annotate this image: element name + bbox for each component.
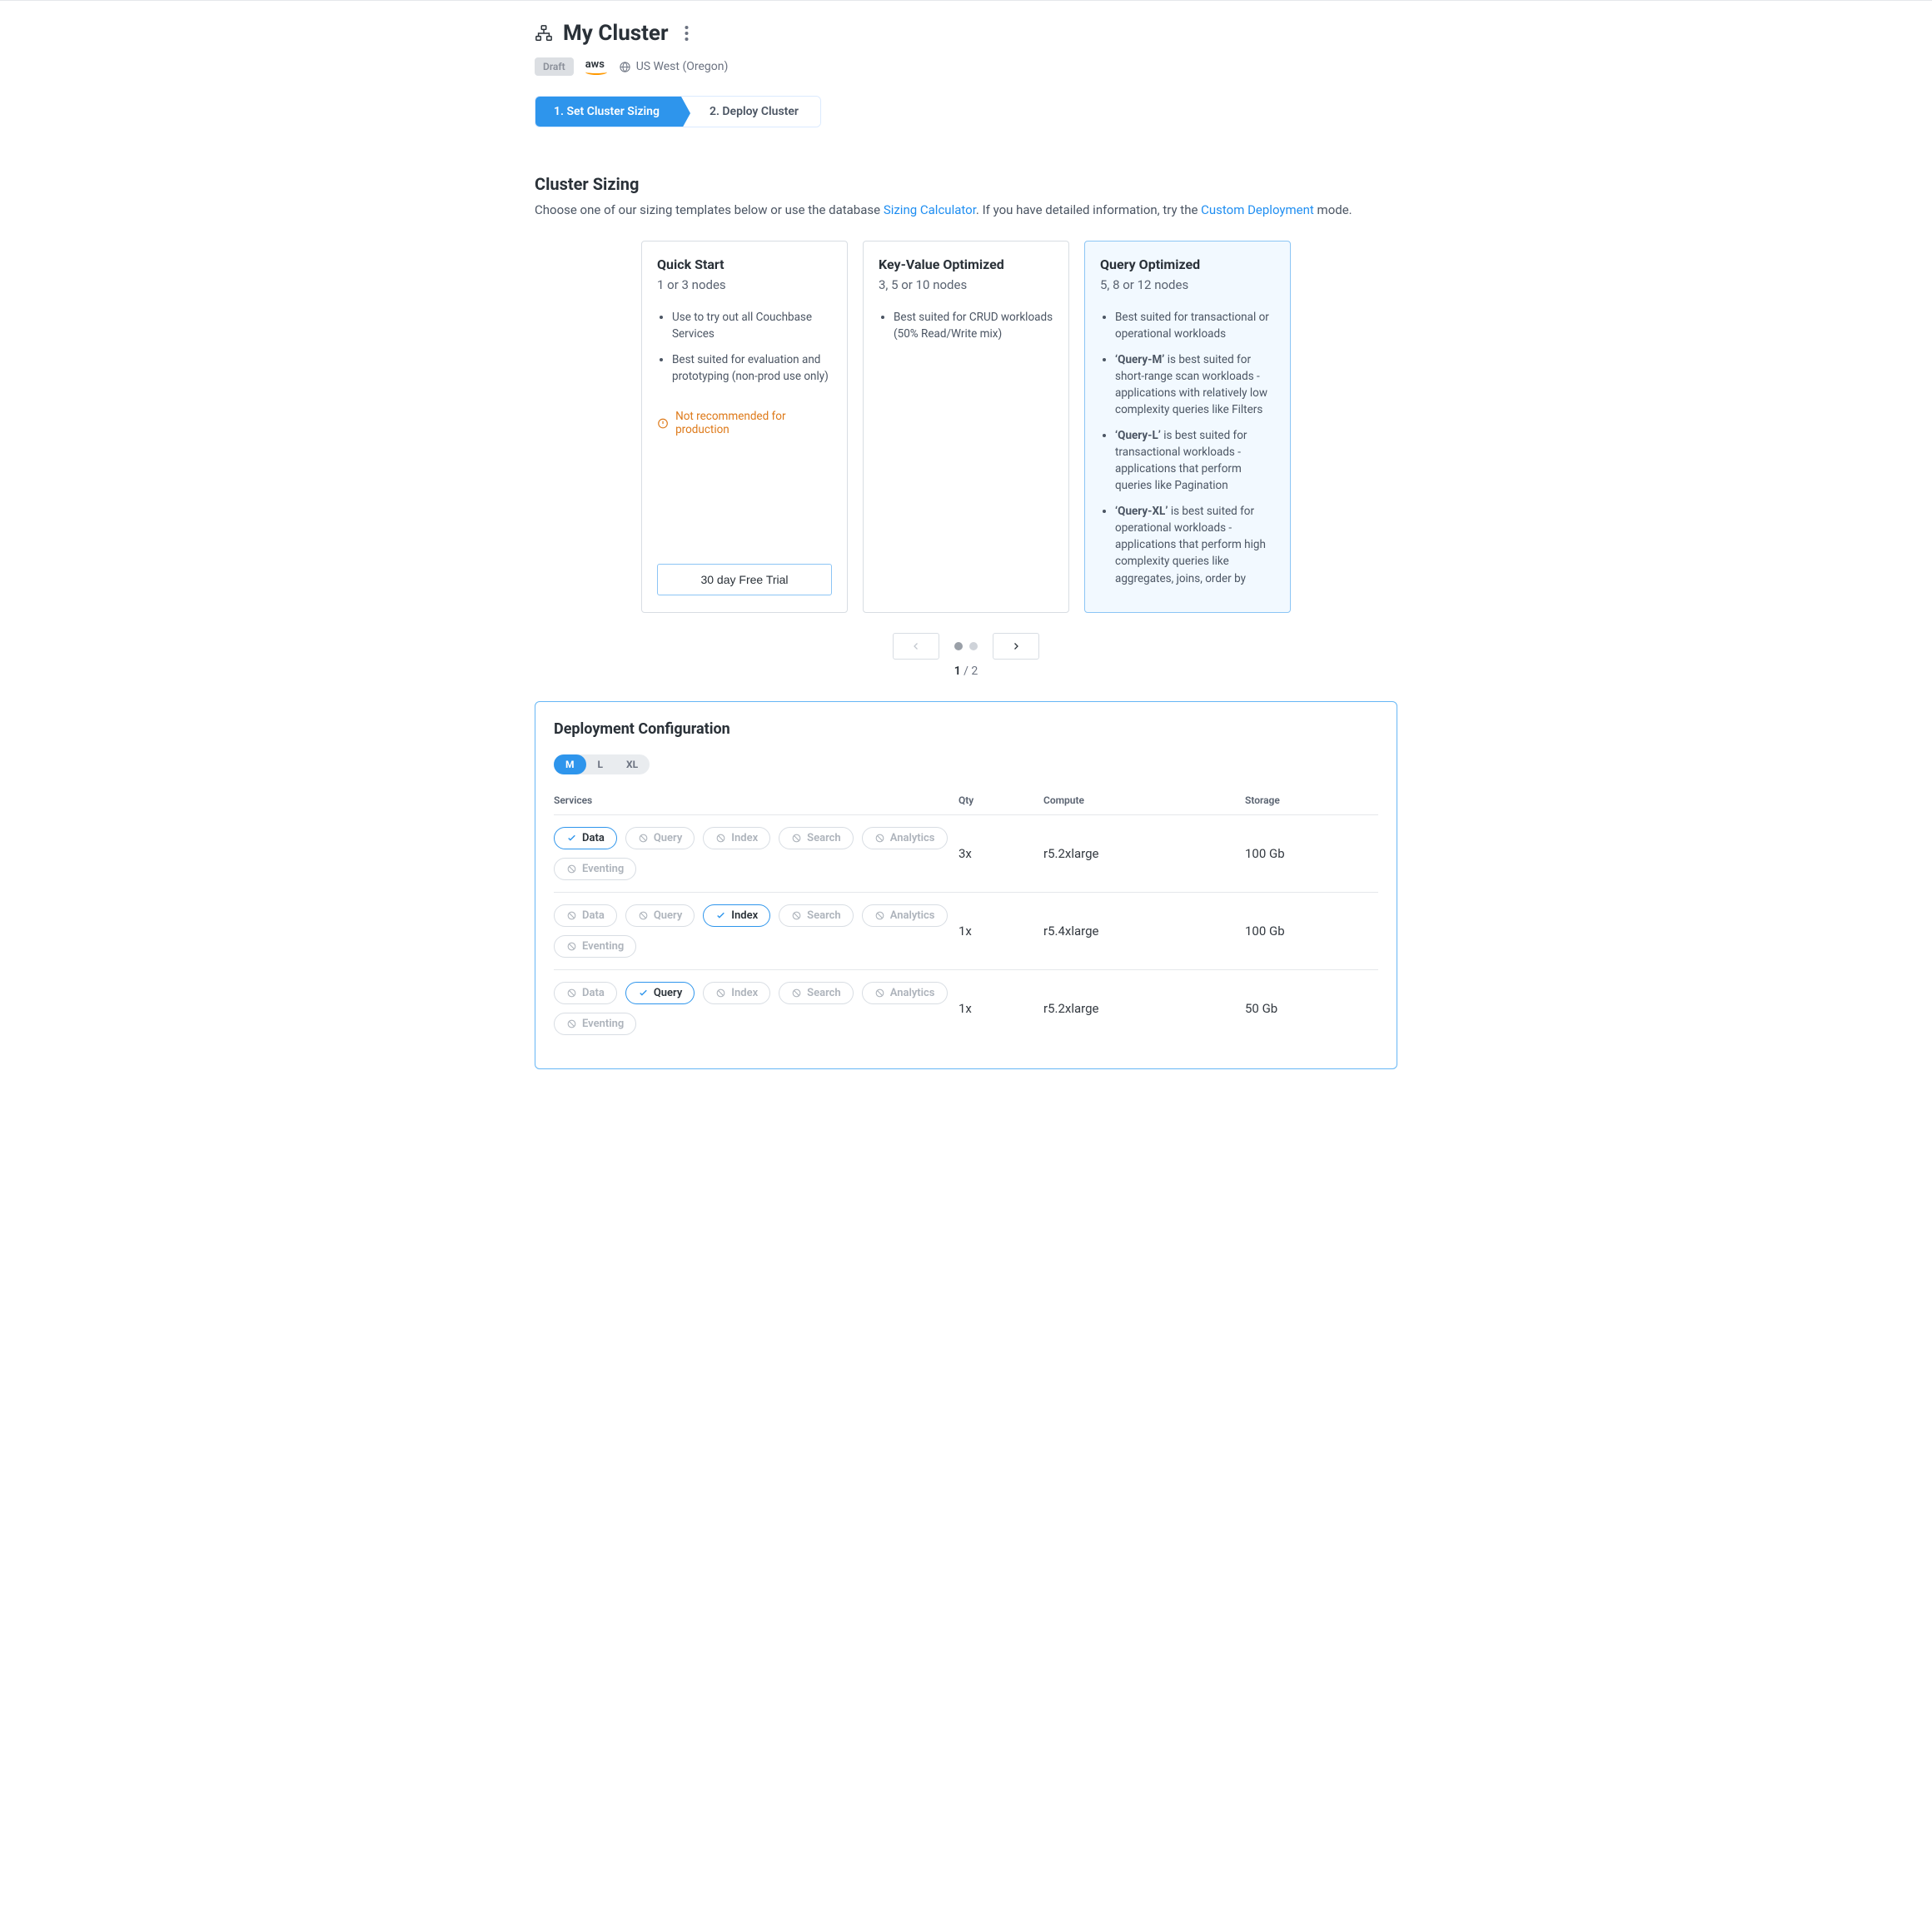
chip-index[interactable]: Index — [703, 904, 770, 927]
cell-qty: 1x — [959, 1001, 1033, 1016]
card-nodes: 1 or 3 nodes — [657, 277, 832, 292]
sizing-title: Cluster Sizing — [535, 174, 1397, 194]
card-key-value[interactable]: Key-Value Optimized 3, 5 or 10 nodes Bes… — [863, 241, 1069, 613]
chip-index[interactable]: Index — [703, 982, 770, 1004]
chip-index[interactable]: Index — [703, 827, 770, 849]
provider-logo: aws — [585, 59, 607, 75]
card-bullet: ‘Query-L’ is best suited for transaction… — [1115, 427, 1275, 495]
card-title: Key-Value Optimized — [879, 256, 1053, 272]
warning-icon — [657, 417, 669, 430]
pager-prev-button[interactable] — [893, 633, 939, 660]
chip-data[interactable]: Data — [554, 827, 617, 849]
cell-storage: 100 Gb — [1245, 846, 1378, 861]
chip-search[interactable]: Search — [779, 982, 854, 1004]
card-bullet: Best suited for CRUD workloads (50% Read… — [894, 309, 1053, 343]
stepper: 1. Set Cluster Sizing 2. Deploy Cluster — [535, 96, 821, 127]
table-row: Data Query Index Search Analytics Eventing 1x r… — [554, 893, 1378, 970]
sizing-subtitle: Choose one of our sizing templates below… — [535, 202, 1397, 217]
service-chips: Data Query Index Search Analytics Eventing — [554, 904, 949, 958]
size-pill-l[interactable]: L — [586, 754, 615, 774]
chip-analytics[interactable]: Analytics — [862, 827, 948, 849]
card-bullet: Best suited for evaluation and prototypi… — [672, 351, 832, 386]
pager-dot[interactable] — [969, 642, 978, 650]
chip-eventing[interactable]: Eventing — [554, 1013, 636, 1035]
service-chips: Data Query Index Search Analytics Eventing — [554, 982, 949, 1035]
card-pager — [535, 633, 1397, 660]
col-qty: Qty — [959, 794, 1033, 806]
deployment-config-title: Deployment Configuration — [554, 720, 1378, 738]
chip-eventing[interactable]: Eventing — [554, 858, 636, 880]
cluster-icon — [535, 24, 553, 42]
col-compute: Compute — [1043, 794, 1235, 806]
chip-search[interactable]: Search — [779, 827, 854, 849]
region-label: US West (Oregon) — [619, 60, 729, 73]
pager-count: 1 / 2 — [535, 665, 1397, 678]
chevron-left-icon — [911, 641, 921, 651]
chip-query[interactable]: Query — [625, 827, 695, 849]
chip-data[interactable]: Data — [554, 982, 617, 1004]
chip-analytics[interactable]: Analytics — [862, 904, 948, 927]
pager-next-button[interactable] — [993, 633, 1039, 660]
free-trial-button[interactable]: 30 day Free Trial — [657, 564, 832, 595]
cell-compute: r5.2xlarge — [1043, 1001, 1235, 1016]
status-badge: Draft — [535, 57, 574, 76]
globe-icon — [619, 61, 631, 73]
pager-dot[interactable] — [954, 642, 963, 650]
service-chips: Data Query Index Search Analytics Eventing — [554, 827, 949, 880]
deployment-config: Deployment Configuration M L XL Services… — [535, 701, 1397, 1069]
card-nodes: 5, 8 or 12 nodes — [1100, 277, 1275, 292]
cell-compute: r5.4xlarge — [1043, 924, 1235, 939]
cell-qty: 1x — [959, 924, 1033, 939]
more-options-icon[interactable] — [678, 25, 695, 42]
cell-compute: r5.2xlarge — [1043, 846, 1235, 861]
chip-query[interactable]: Query — [625, 904, 695, 927]
chip-query[interactable]: Query — [625, 982, 695, 1004]
card-bullet: Use to try out all Couchbase Services — [672, 309, 832, 343]
pager-dots — [954, 642, 978, 650]
step-sizing[interactable]: 1. Set Cluster Sizing — [535, 97, 681, 127]
card-bullet: ‘Query-XL’ is best suited for operationa… — [1115, 503, 1275, 587]
cell-storage: 100 Gb — [1245, 924, 1378, 939]
size-pill-xl[interactable]: XL — [615, 754, 650, 774]
size-pill-m[interactable]: M — [554, 754, 586, 774]
sizing-cards: Quick Start 1 or 3 nodes Use to try out … — [535, 241, 1397, 613]
table-row: Data Query Index Search Analytics Eventing 3x r… — [554, 815, 1378, 893]
card-warning: Not recommended for production — [657, 410, 832, 436]
custom-deployment-link[interactable]: Custom Deployment — [1201, 202, 1314, 217]
table-header: Services Qty Compute Storage — [554, 783, 1378, 815]
table-row: Data Query Index Search Analytics Eventing 1x r… — [554, 970, 1378, 1047]
region-text: US West (Oregon) — [636, 60, 729, 73]
page-title: My Cluster — [563, 21, 668, 46]
card-quick-start[interactable]: Quick Start 1 or 3 nodes Use to try out … — [641, 241, 848, 613]
card-title: Quick Start — [657, 256, 832, 272]
chip-data[interactable]: Data — [554, 904, 617, 927]
cell-storage: 50 Gb — [1245, 1001, 1378, 1016]
card-nodes: 3, 5 or 10 nodes — [879, 277, 1053, 292]
card-query-optimized[interactable]: Query Optimized 5, 8 or 12 nodes Best su… — [1084, 241, 1291, 613]
size-selector: M L XL — [554, 754, 650, 774]
col-services: Services — [554, 794, 949, 806]
chip-search[interactable]: Search — [779, 904, 854, 927]
card-bullet: ‘Query-M’ is best suited for short-range… — [1115, 351, 1275, 419]
chip-analytics[interactable]: Analytics — [862, 982, 948, 1004]
chevron-right-icon — [1011, 641, 1021, 651]
col-storage: Storage — [1245, 794, 1378, 806]
cell-qty: 3x — [959, 846, 1033, 861]
sizing-calculator-link[interactable]: Sizing Calculator — [884, 202, 976, 217]
step-deploy[interactable]: 2. Deploy Cluster — [681, 97, 820, 127]
chip-eventing[interactable]: Eventing — [554, 935, 636, 958]
card-bullet: Best suited for transactional or operati… — [1115, 309, 1275, 343]
card-title: Query Optimized — [1100, 256, 1275, 272]
